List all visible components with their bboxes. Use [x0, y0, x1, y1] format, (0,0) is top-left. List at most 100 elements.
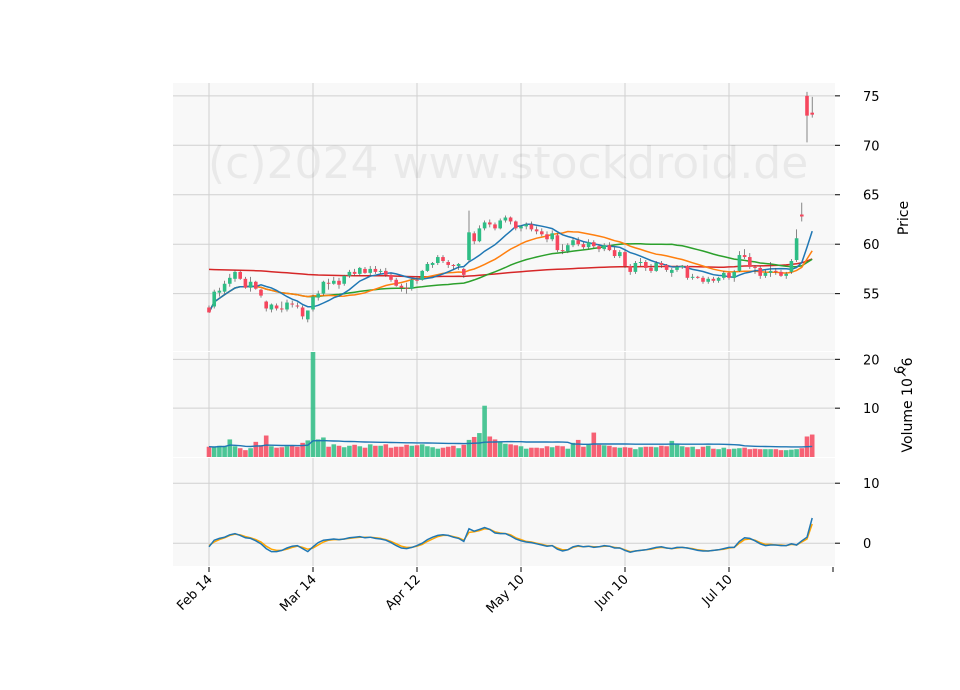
candle-body: [222, 283, 227, 292]
volume-bar: [529, 447, 534, 457]
volume-bar: [477, 433, 482, 457]
candle-body: [524, 224, 528, 227]
candle-body: [685, 265, 690, 278]
candle-body: [378, 270, 383, 272]
volume-bar: [638, 447, 643, 457]
candle-body: [789, 261, 794, 272]
price-y-tick-label: 65: [863, 189, 880, 204]
candle-body: [233, 271, 237, 279]
candle-body: [451, 264, 456, 266]
volume-bar: [763, 449, 768, 457]
volume-bar: [716, 449, 721, 457]
candle-body: [628, 265, 632, 272]
candle-body: [467, 232, 471, 261]
price-y-tick-label: 70: [863, 139, 880, 154]
candle-body: [794, 238, 799, 261]
volume-exponent: 6: [893, 366, 908, 374]
macd-y-tick-label: 10: [863, 477, 880, 492]
volume-bar: [659, 445, 664, 457]
volume-bar: [653, 447, 659, 457]
candle-body: [373, 268, 378, 272]
volume-bar: [789, 449, 794, 457]
volume-bar: [404, 444, 409, 457]
volume-bar: [497, 441, 503, 457]
candle-body: [784, 273, 788, 276]
volume-bar: [388, 447, 394, 457]
volume-bar: [783, 450, 789, 457]
candle-body: [612, 250, 617, 257]
volume-bar: [217, 445, 222, 457]
candle-body: [602, 245, 606, 250]
volume-bar: [399, 446, 404, 457]
price-y-tick-label: 60: [863, 238, 880, 253]
volume-bar: [565, 448, 571, 457]
volume-panel: [173, 352, 835, 457]
candle-body: [519, 226, 523, 229]
candle-body: [555, 235, 560, 251]
candle-body: [207, 307, 211, 313]
candle-body: [420, 270, 424, 280]
volume-bar: [601, 445, 607, 457]
volume-bar: [347, 445, 352, 457]
volume-bar: [310, 352, 316, 457]
volume-bar: [305, 440, 311, 457]
volume-bar: [648, 446, 654, 457]
volume-bar: [492, 439, 498, 457]
volume-bar: [206, 446, 212, 457]
volume-bar: [315, 439, 321, 457]
candle-body: [514, 221, 518, 229]
candle-body: [644, 261, 648, 268]
volume-bar: [508, 444, 513, 457]
volume-bar: [425, 446, 430, 457]
candle-body: [633, 262, 638, 272]
candle-body: [274, 305, 279, 309]
volume-average-line: [208, 439, 813, 448]
candle-body: [763, 272, 768, 276]
candle-body: [716, 277, 721, 281]
candle-body: [337, 280, 341, 285]
volume-bar: [222, 446, 227, 457]
candle-body: [670, 269, 674, 273]
volume-bar: [227, 439, 233, 457]
candle-body: [394, 279, 398, 286]
macd-line: [208, 517, 813, 553]
volume-bar: [362, 447, 368, 457]
candle-body: [592, 242, 596, 247]
volume-bar: [617, 447, 623, 457]
volume-bar: [367, 444, 373, 457]
volume-bar: [705, 445, 711, 457]
candle-body: [545, 234, 549, 240]
volume-bar: [471, 436, 477, 457]
volume-bar: [445, 446, 451, 457]
candle-body: [290, 303, 294, 305]
candle-body: [659, 262, 664, 265]
candle-body: [810, 112, 814, 115]
volume-bar: [731, 448, 737, 457]
candles: [207, 91, 814, 323]
volume-bar: [695, 449, 701, 457]
volume-bar: [726, 449, 732, 457]
candle-body: [805, 95, 809, 116]
watermark-text: (c)2024 www.stockdroid.de: [208, 138, 808, 189]
candle-body: [722, 272, 726, 278]
candle-body: [649, 267, 653, 271]
volume-bar: [352, 444, 357, 457]
candle-body: [269, 304, 274, 310]
volume-bar: [279, 447, 285, 457]
candle-body: [259, 289, 263, 296]
ma-mid-line: [208, 230, 813, 313]
candle-body: [498, 220, 502, 229]
volume-bar: [393, 446, 399, 457]
candle-body: [477, 228, 482, 242]
candle-body: [727, 272, 731, 278]
volume-bar: [295, 446, 300, 457]
candle-body: [280, 308, 284, 310]
volume-bar: [721, 447, 727, 457]
candle-body: [571, 240, 575, 246]
volume-bar: [451, 445, 456, 457]
volume-bar: [523, 448, 529, 457]
candle-body: [742, 255, 747, 258]
volume-bar: [383, 444, 389, 457]
volume-bar: [419, 444, 425, 457]
